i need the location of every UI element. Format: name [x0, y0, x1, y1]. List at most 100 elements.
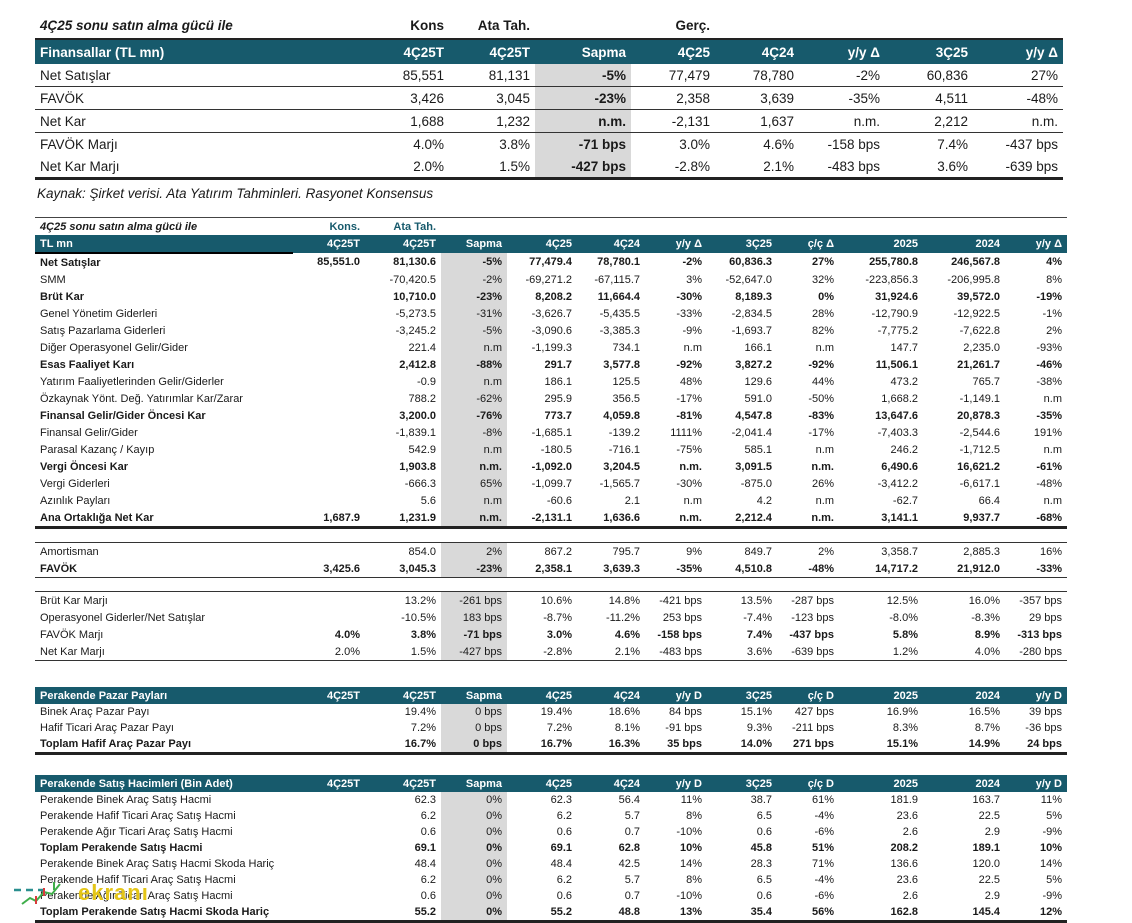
table-cell: 3,639.3: [577, 560, 645, 578]
table-cell: 38.7: [750, 794, 772, 806]
table-cell: 78,780.1: [597, 256, 640, 268]
table-cell: -33%: [1005, 560, 1067, 578]
table1-preheader-row: 4Ç25 sonu satın alma gücü ile Kons Ata T…: [35, 12, 1063, 40]
table-cell: n.m.: [645, 509, 707, 529]
table-row: Vergi Giderleri -666.3 65% -1,099.7 -1,565.7…: [35, 475, 1067, 492]
column-header: 4Ç24: [715, 39, 799, 64]
row-label: Vergi Giderleri: [40, 477, 110, 490]
table-cell: -2%: [682, 256, 702, 268]
table-cell: 8%: [1046, 273, 1062, 286]
table-cell: 2%: [441, 542, 507, 560]
table-cell: 10.6%: [507, 591, 577, 609]
table-cell: 27%: [973, 64, 1063, 87]
table-cell: 51%: [811, 842, 834, 854]
table-cell: [293, 609, 365, 626]
table-cell: 14.8%: [577, 591, 645, 609]
table-cell: [293, 322, 365, 339]
table-cell: -35%: [645, 560, 707, 578]
table-cell: n.m.: [973, 109, 1063, 133]
row-label: Genel Yönetim Giderleri: [40, 307, 158, 320]
table-cell: -23%: [441, 288, 507, 305]
table-cell: -69,271.2: [525, 273, 572, 286]
column-header: ç/ç D: [777, 687, 839, 704]
table-cell: 9%: [645, 542, 707, 560]
sales-volume-table: Perakende Satış Hacimleri (Bin Adet) 4Ç25…: [35, 775, 1067, 923]
row-label: Esas Faaliyet Karı: [40, 358, 135, 371]
table-cell: -639 bps: [973, 155, 1063, 180]
table-cell: 19.4%: [404, 706, 436, 718]
table-cell: -60.6: [546, 494, 572, 507]
table-cell: 13.5%: [707, 591, 777, 609]
table-cell: -9%: [1042, 890, 1062, 902]
table-cell: -8.7%: [543, 611, 572, 624]
table-cell: 2.6: [902, 826, 918, 838]
table-cell: [293, 704, 365, 720]
table-cell: 7.2%: [410, 722, 436, 734]
table-cell: 2.0%: [365, 155, 449, 180]
column-header: 2025: [839, 235, 923, 253]
table-row: Parasal Kazanç / Kayıp 542.9 n.m -180.5 -716…: [35, 441, 1067, 458]
table-cell: 55.2: [365, 904, 441, 923]
table-cell: 16.3%: [577, 736, 645, 755]
table-cell: 56.4: [618, 794, 640, 806]
table-cell: 0.7: [624, 890, 640, 902]
table-row: Hafif Ticari Araç Pazar Payı 7.2% 0 bps 7.2…: [35, 720, 1067, 736]
table-cell: n.m.: [811, 460, 834, 473]
table-cell: -17%: [676, 392, 702, 405]
financials-summary-table: 4Ç25 sonu satın alma gücü ile Kons Ata T…: [35, 12, 1063, 180]
table-cell: -5%: [535, 64, 631, 87]
table-cell: -3,385.3: [599, 324, 640, 337]
table-row: Perakende Hafif Ticari Araç Satış Hacmi 6…: [35, 872, 1067, 888]
table-row: Perakende Binek Araç Satış Hacmi 62.3 0% 62…: [35, 792, 1067, 808]
table-cell: 13.2%: [365, 591, 441, 609]
table-cell: [293, 475, 365, 492]
table-cell: -92%: [676, 358, 702, 371]
table-cell: [293, 305, 365, 322]
table-cell: [293, 591, 365, 609]
table-cell: 2.0%: [293, 643, 365, 661]
table-cell: -76%: [441, 407, 507, 424]
table-cell: -2.8%: [507, 643, 577, 661]
table-cell: 166.1: [744, 341, 772, 354]
table-cell: -3,412.2: [877, 477, 918, 490]
table-cell: -287 bps: [777, 591, 839, 609]
table-cell: -35%: [799, 86, 885, 110]
table-cell: 221.4: [408, 341, 436, 354]
table-cell: -1,685.1: [531, 426, 572, 439]
table-row: Genel Yönetim Giderleri -5,273.5 -31% -3,62…: [35, 305, 1067, 322]
table-cell: -68%: [1005, 509, 1067, 529]
table-cell: 8.1%: [614, 722, 640, 734]
table-cell: 13,647.6: [875, 409, 918, 422]
table-cell: 4,547.8: [735, 409, 772, 422]
table-cell: 129.6: [744, 375, 772, 388]
table-cell: 0%: [441, 888, 507, 904]
table2-body: Net Satışlar 85,551.0 81,130.6 -5% 77,479.4 7…: [35, 253, 1067, 661]
row-label: Vergi Öncesi Kar: [40, 460, 129, 473]
table-cell: 4.0%: [413, 136, 444, 152]
table-cell: [293, 542, 365, 560]
table4-body: Perakende Binek Araç Satış Hacmi 62.3 0% 62…: [35, 792, 1067, 923]
table-cell: n.m: [1043, 443, 1062, 456]
table-row: Net Satışlar 85,551.0 81,130.6 -5% 77,479.4 7…: [35, 253, 1067, 271]
table-cell: 867.2: [507, 542, 577, 560]
row-label: FAVÖK: [35, 86, 365, 110]
table-cell: 3,639: [715, 86, 799, 110]
table-cell: -158 bps: [657, 628, 702, 641]
table-cell: 6,490.6: [881, 460, 918, 473]
table-row: SMM -70,420.5 -2% -69,271.2 -67,115.7 3% -52,6…: [35, 271, 1067, 288]
table-cell: 1111%: [670, 426, 702, 439]
row-label: Toplam Hafif Araç Pazar Payı: [35, 736, 293, 755]
table-cell: 4,511: [885, 86, 973, 110]
table-cell: 0.6: [420, 890, 436, 902]
column-header: ç/ç Δ: [777, 235, 839, 253]
table-cell: -48%: [777, 560, 839, 578]
column-header: y/y Δ: [645, 235, 707, 253]
column-header: 4Ç25T: [293, 687, 365, 704]
row-label: FAVÖK Marjı: [40, 136, 118, 152]
table-cell: 81,131: [449, 64, 535, 87]
table-cell: -6,617.1: [959, 477, 1000, 490]
table-cell: 13%: [645, 904, 707, 923]
table-row: Toplam Hafif Araç Pazar Payı 16.7% 0 bps 16…: [35, 736, 1067, 755]
table-cell: -2.8%: [631, 155, 715, 180]
table-cell: -280 bps: [1005, 643, 1067, 661]
